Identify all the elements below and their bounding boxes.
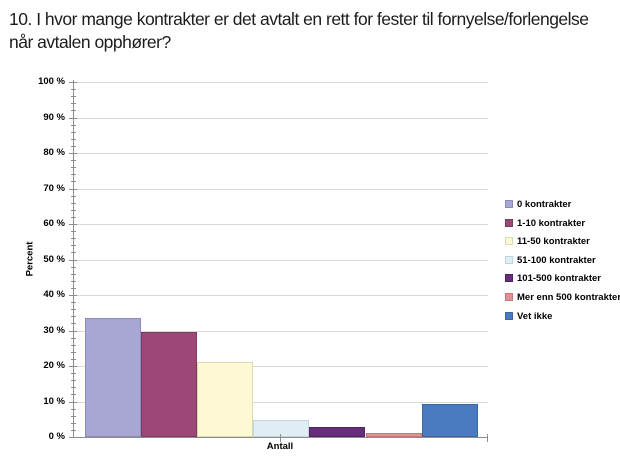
y-axis-line bbox=[73, 80, 74, 438]
y-minor-tick bbox=[71, 266, 76, 268]
y-minor-tick bbox=[71, 351, 76, 353]
gridline bbox=[73, 188, 488, 190]
y-minor-tick bbox=[71, 373, 76, 375]
y-minor-tick bbox=[71, 387, 76, 389]
legend-swatch-icon bbox=[505, 274, 513, 283]
y-minor-tick bbox=[71, 316, 76, 318]
legend-label: 11-50 kontrakter bbox=[517, 236, 590, 248]
gridline bbox=[73, 153, 488, 154]
legend-swatch-icon bbox=[505, 237, 513, 246]
y-minor-tick bbox=[71, 124, 76, 126]
gridline bbox=[73, 82, 488, 83]
y-major-tick bbox=[69, 224, 77, 225]
y-minor-tick bbox=[71, 174, 76, 176]
y-minor-tick bbox=[71, 309, 76, 311]
y-tick-label: 40 % bbox=[43, 289, 65, 300]
gridline bbox=[73, 366, 488, 367]
y-minor-tick bbox=[71, 252, 76, 254]
gridline bbox=[73, 259, 488, 261]
legend-label: 51-100 kontrakter bbox=[517, 254, 596, 266]
gridline bbox=[73, 401, 488, 403]
y-minor-tick bbox=[71, 103, 76, 105]
y-minor-tick bbox=[71, 89, 76, 91]
y-major-tick bbox=[69, 295, 77, 296]
y-tick-label: 60 % bbox=[43, 218, 65, 229]
y-major-tick bbox=[69, 437, 77, 438]
y-minor-tick bbox=[71, 337, 76, 339]
y-tick-label: 90 % bbox=[43, 111, 65, 123]
y-minor-tick bbox=[71, 394, 76, 396]
bar-mer-enn-500-kontrakter bbox=[365, 433, 422, 437]
y-minor-tick bbox=[71, 287, 76, 289]
y-minor-tick bbox=[71, 323, 76, 325]
bar-51-100-kontrakter bbox=[253, 419, 310, 437]
y-tick-label: 70 % bbox=[43, 182, 65, 194]
y-minor-tick bbox=[71, 202, 76, 204]
y-minor-tick bbox=[71, 429, 76, 431]
y-minor-tick bbox=[71, 422, 76, 424]
y-minor-tick bbox=[71, 380, 76, 382]
y-minor-tick bbox=[71, 96, 76, 98]
y-tick-label: 30 % bbox=[43, 324, 65, 336]
legend-label: 101-500 kontrakter bbox=[517, 273, 601, 285]
gridline bbox=[73, 295, 488, 296]
y-minor-tick bbox=[71, 273, 76, 275]
y-minor-tick bbox=[71, 167, 76, 169]
legend-swatch-icon bbox=[505, 200, 513, 208]
y-major-tick bbox=[69, 259, 77, 261]
y-minor-tick bbox=[71, 231, 76, 233]
legend-swatch-icon bbox=[505, 293, 513, 301]
y-tick-label: 100 % bbox=[38, 76, 65, 87]
y-minor-tick bbox=[71, 131, 76, 133]
y-minor-tick bbox=[71, 280, 76, 282]
y-minor-tick bbox=[71, 110, 76, 112]
y-tick-label: 20 % bbox=[43, 360, 65, 371]
legend-label: 0 kontrakter bbox=[517, 199, 572, 210]
x-axis-title: Antall bbox=[266, 441, 294, 452]
y-major-tick bbox=[69, 153, 77, 154]
bar-0-kontrakter bbox=[84, 318, 141, 437]
y-major-tick bbox=[69, 188, 77, 190]
y-minor-tick bbox=[71, 181, 76, 183]
legend-swatch-icon bbox=[505, 218, 513, 227]
y-major-tick bbox=[69, 117, 77, 119]
y-minor-tick bbox=[71, 160, 76, 162]
x-end-tick bbox=[487, 434, 488, 442]
y-minor-tick bbox=[71, 408, 76, 410]
y-minor-tick bbox=[71, 302, 76, 304]
bar-1-10-kontrakter bbox=[140, 332, 197, 437]
y-minor-tick bbox=[71, 216, 76, 218]
y-tick-label: 80 % bbox=[43, 147, 65, 158]
y-major-tick bbox=[69, 401, 77, 403]
y-minor-tick bbox=[71, 195, 76, 197]
legend-swatch-icon bbox=[505, 255, 513, 264]
y-minor-tick bbox=[71, 238, 76, 240]
y-major-tick bbox=[69, 330, 77, 332]
y-major-tick bbox=[69, 82, 77, 83]
gridline bbox=[73, 330, 488, 332]
y-minor-tick bbox=[71, 358, 76, 360]
y-tick-label: 0 % bbox=[48, 431, 65, 442]
y-minor-tick bbox=[71, 245, 76, 247]
y-tick-label: 50 % bbox=[43, 253, 65, 265]
y-tick-label: 10 % bbox=[43, 395, 65, 407]
y-minor-tick bbox=[71, 138, 76, 140]
bar-101-500-kontrakter bbox=[309, 427, 366, 437]
legend-swatch-icon bbox=[505, 311, 513, 320]
legend-label: 1-10 kontrakter bbox=[517, 217, 586, 229]
y-minor-tick bbox=[71, 145, 76, 147]
y-minor-tick bbox=[71, 344, 76, 346]
chart-title: 10. I hvor mange kontrakter er det avtal… bbox=[9, 9, 589, 52]
legend-label: Vet ikke bbox=[517, 310, 553, 322]
x-center-tick bbox=[280, 434, 281, 442]
bar-vet-ikke bbox=[421, 404, 478, 437]
bar-11-50-kontrakter bbox=[196, 362, 254, 437]
y-minor-tick bbox=[71, 209, 76, 211]
legend-label: Mer enn 500 kontrakter bbox=[517, 292, 620, 303]
gridline bbox=[73, 224, 488, 225]
gridline bbox=[73, 117, 488, 119]
y-minor-tick bbox=[71, 415, 76, 417]
y-major-tick bbox=[69, 366, 77, 367]
